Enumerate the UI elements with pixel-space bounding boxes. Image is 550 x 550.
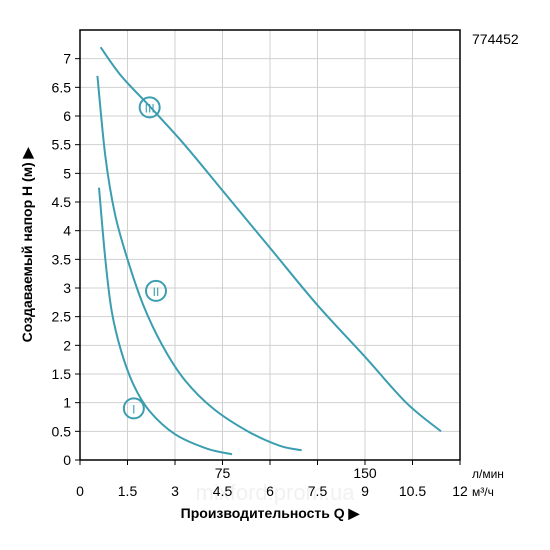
y-tick: 7	[63, 51, 71, 67]
x-tick: 9	[361, 483, 369, 499]
y-tick: 3	[63, 280, 71, 296]
y-tick: 1	[63, 395, 71, 411]
x-tick: 4.5	[213, 483, 233, 499]
y-tick: 5.5	[52, 137, 72, 153]
x-axis-label: Производительность Q ▶	[181, 505, 361, 521]
x-tick: 0	[76, 483, 84, 499]
y-tick: 4.5	[52, 194, 72, 210]
x-tick: 10.5	[399, 483, 426, 499]
x2-tick: 150	[353, 465, 377, 481]
y-tick: 0	[63, 452, 71, 468]
x-tick: 7.5	[308, 483, 328, 499]
x-unit-bottom: м³/ч	[472, 485, 494, 499]
y-tick: 3.5	[52, 251, 72, 267]
y-axis-label: Создаваемый напор H (м) ▶	[19, 146, 35, 342]
pump-chart: mixford.prom.ua00.511.522.533.544.555.56…	[0, 0, 550, 550]
chart-code: 774452	[472, 31, 519, 47]
x-tick: 12	[452, 483, 468, 499]
y-tick: 6	[63, 108, 71, 124]
y-tick: 1.5	[52, 366, 72, 382]
y-tick: 5	[63, 165, 71, 181]
marker-label-I: I	[132, 402, 135, 416]
y-tick: 0.5	[52, 423, 72, 439]
y-tick: 4	[63, 223, 71, 239]
marker-label-II: II	[153, 285, 160, 299]
chart-svg: mixford.prom.ua00.511.522.533.544.555.56…	[0, 0, 550, 550]
y-tick: 2.5	[52, 309, 72, 325]
x2-tick: 75	[215, 465, 231, 481]
x-tick: 6	[266, 483, 274, 499]
marker-label-III: III	[145, 101, 155, 115]
x-tick: 1.5	[118, 483, 138, 499]
y-tick: 6.5	[52, 79, 72, 95]
x-unit-top: л/мин	[472, 467, 504, 481]
y-tick: 2	[63, 337, 71, 353]
x-tick: 3	[171, 483, 179, 499]
